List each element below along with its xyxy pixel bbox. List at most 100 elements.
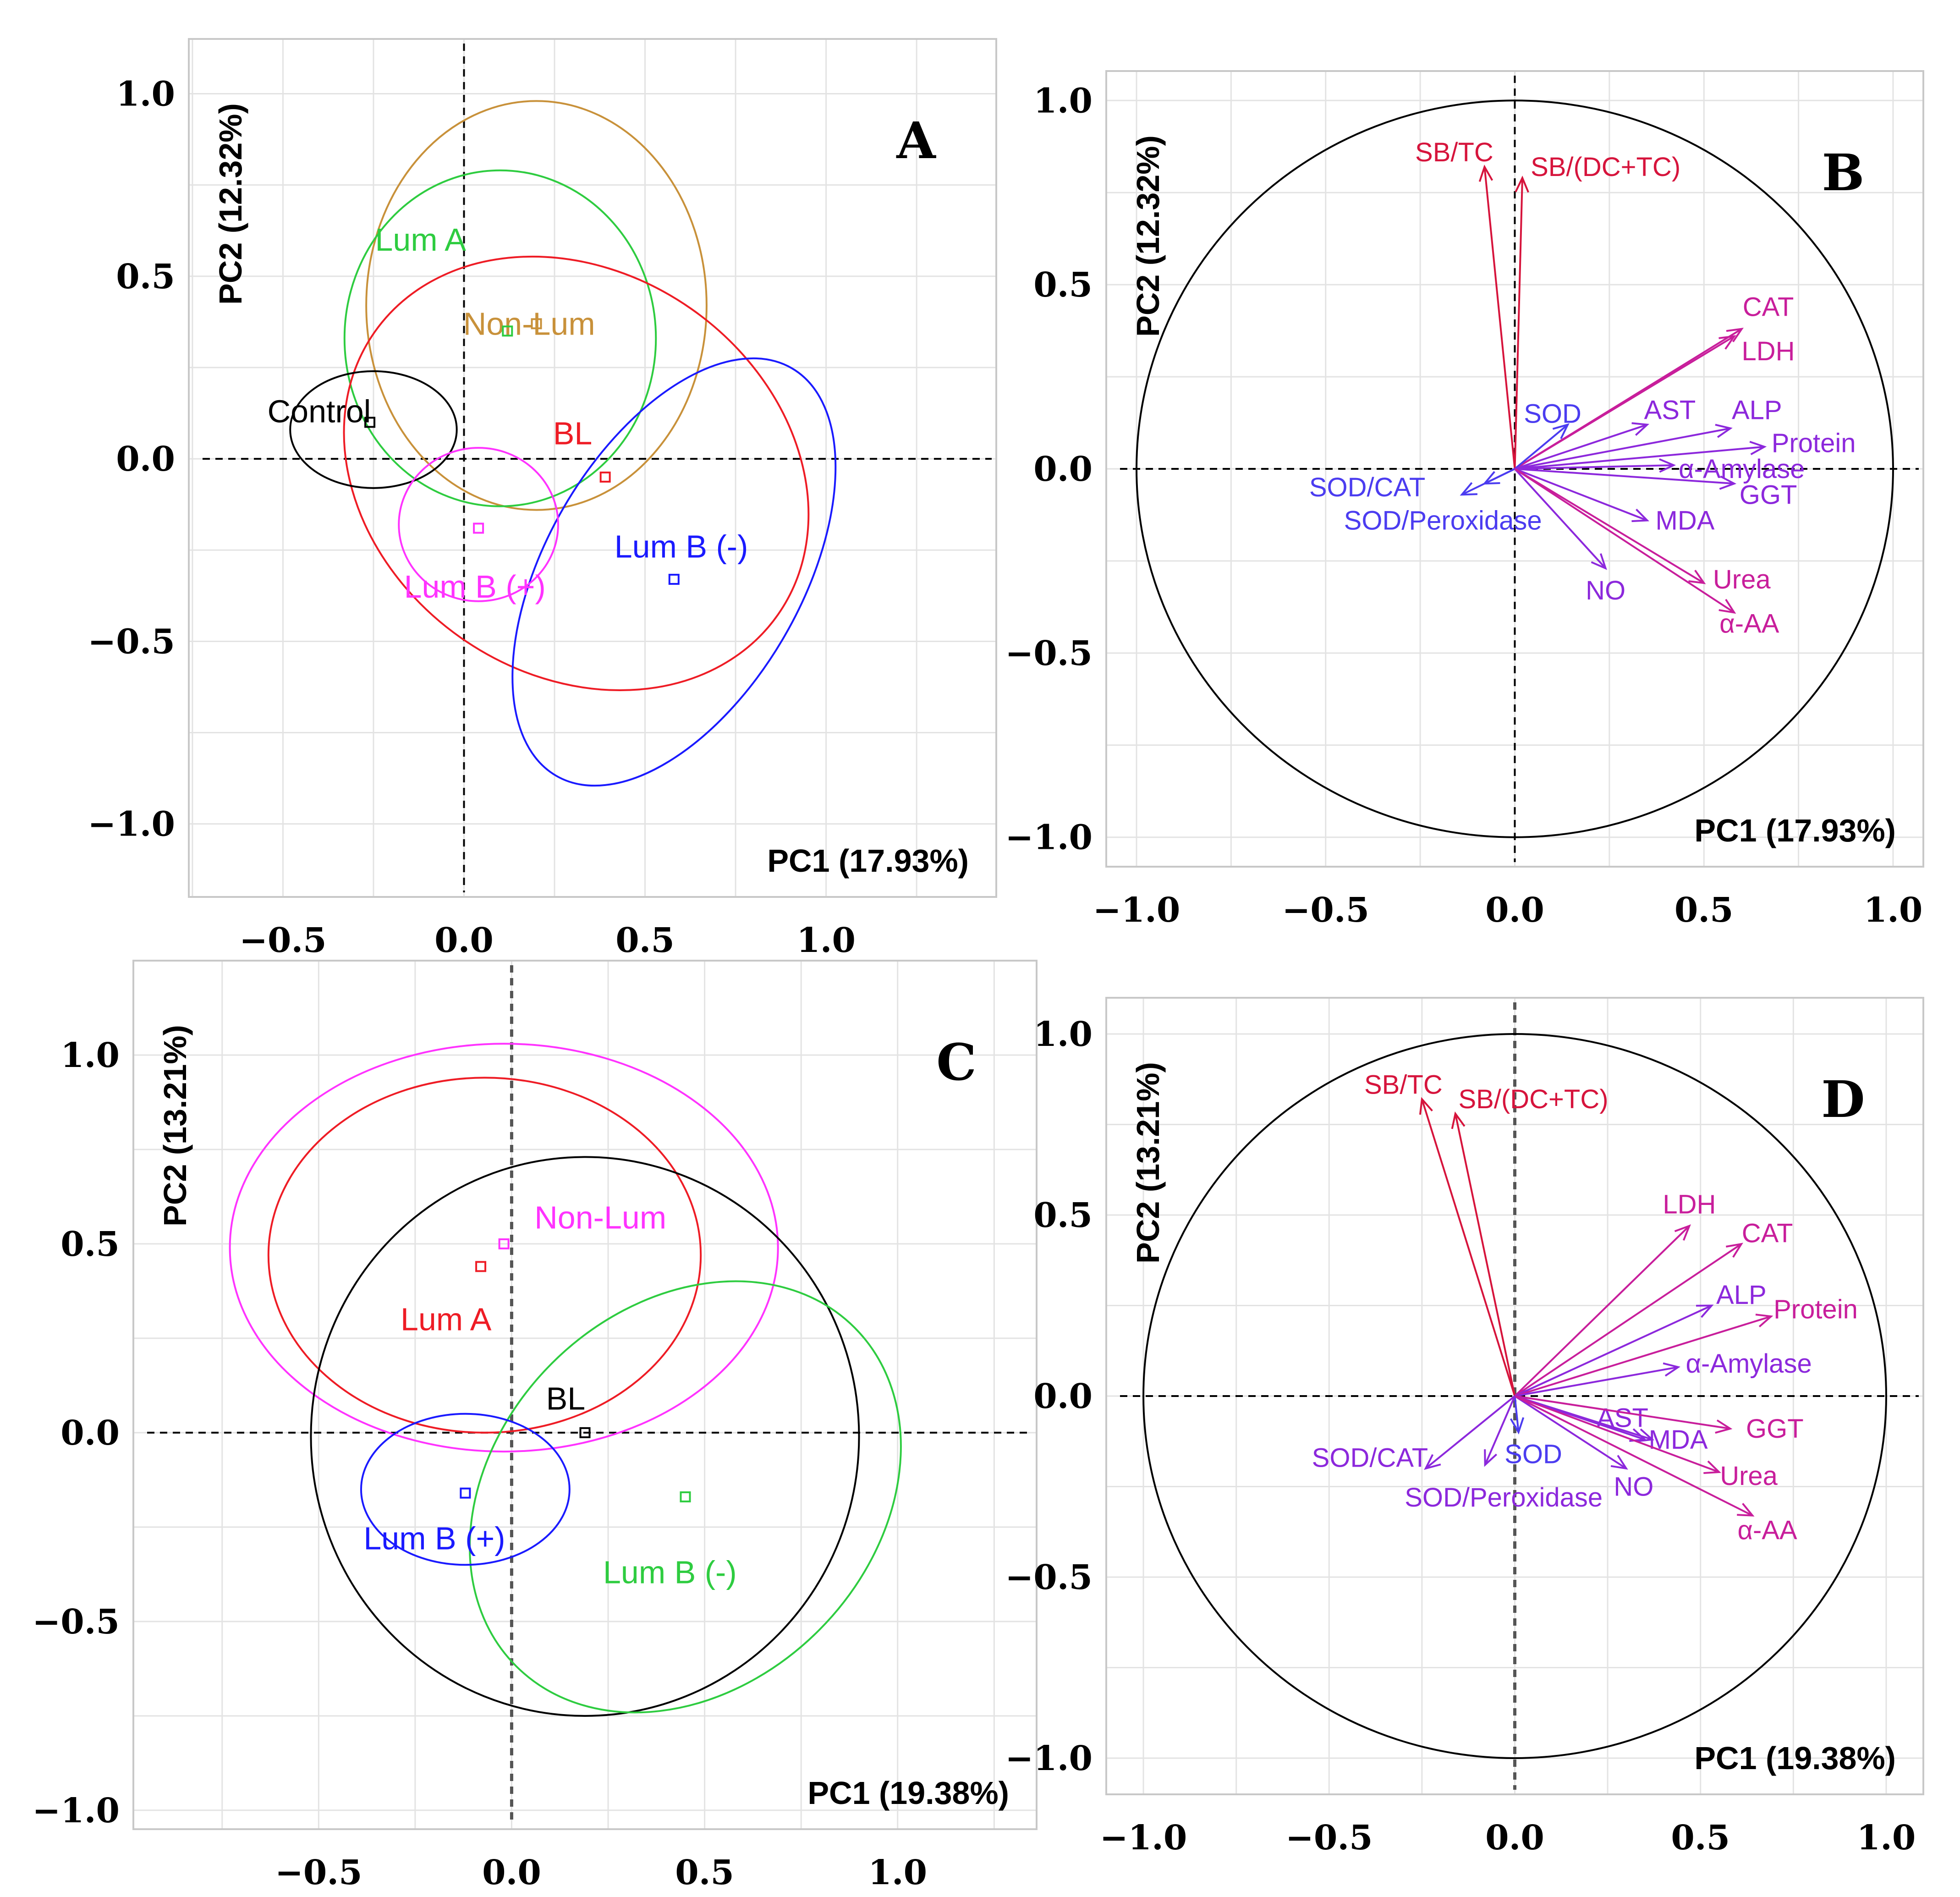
loading-arrow-head <box>1755 1314 1773 1328</box>
confidence-ellipse <box>343 169 657 507</box>
variable-label: Protein <box>1773 1294 1858 1324</box>
variable-label: NO <box>1614 1472 1653 1502</box>
x-tick-label: −1.0 <box>1093 891 1180 930</box>
y-tick-label: 0.0 <box>60 1413 120 1453</box>
loading-arrow-head <box>1715 1419 1733 1434</box>
loading-arrow-head <box>1552 423 1570 439</box>
confidence-ellipse <box>469 1280 902 1714</box>
x-tick-label: −0.5 <box>239 921 327 960</box>
x-tick-label: 0.0 <box>1485 1818 1544 1858</box>
variable-label: AST <box>1644 395 1696 425</box>
loading-arrow-head <box>1726 1243 1743 1258</box>
y-tick-label: 1.0 <box>1033 1015 1093 1054</box>
variable-label: ALP <box>1732 395 1782 425</box>
confidence-ellipse <box>310 1156 860 1717</box>
y-tick-label: −1.0 <box>88 805 175 844</box>
loading-arrow <box>1514 335 1735 470</box>
x-tick-label: 0.0 <box>482 1853 541 1892</box>
confidence-ellipse <box>398 447 559 602</box>
y-tick-label: 0.5 <box>116 257 175 297</box>
x-axis-label: PC1 (19.38%) <box>807 1775 1009 1811</box>
x-tick-label: 1.0 <box>868 1853 927 1892</box>
variable-label: α-AA <box>1737 1515 1797 1545</box>
y-tick-label: −0.5 <box>88 622 175 661</box>
correlation-circle-group: SB/TC SB/(DC+TC) LDH CAT ALP Protein α-Amylase… <box>1142 1033 1887 1759</box>
group-centroid-point <box>579 1427 591 1438</box>
group-label: Lum B (+) <box>404 569 546 605</box>
y-tick-label: −1.0 <box>1005 818 1093 858</box>
x-tick-label: 0.5 <box>1671 1818 1730 1858</box>
confidence-ellipse <box>343 255 810 692</box>
x-tick-label: 1.0 <box>1864 891 1923 930</box>
loading-arrow-head <box>1659 458 1676 473</box>
variable-label: Protein <box>1772 429 1856 458</box>
loading-arrow-head <box>1419 1097 1433 1115</box>
group-label: Non-Lum <box>463 306 595 341</box>
group-centroid-point <box>502 325 513 337</box>
panel-c: Non-Lum Lum A BL Lum B (-) Lum B (+) −0.5 0.0 0… <box>32 960 1038 1892</box>
loading-arrow-head <box>1610 1455 1628 1470</box>
y-axis-label: PC2 (12.32%) <box>1130 135 1166 337</box>
loading-arrow-head <box>1482 471 1500 485</box>
y-tick-label: 0.5 <box>1033 265 1093 305</box>
y-axis-label: PC2 (13.21%) <box>1130 1062 1166 1264</box>
loading-arrow-head <box>1484 1449 1498 1467</box>
x-axis-label: PC1 (19.38%) <box>1694 1740 1896 1776</box>
group-label: Lum B (-) <box>615 528 748 564</box>
plot-frame <box>1105 997 1924 1795</box>
variable-label: SOD <box>1504 1439 1562 1469</box>
plot-frame <box>188 38 997 898</box>
plot-frame <box>1105 70 1924 868</box>
group-centroid-point <box>364 417 376 428</box>
loading-arrow <box>1515 468 1735 485</box>
y-tick-label: 0.5 <box>1033 1196 1093 1235</box>
group-label: Lum B (-) <box>603 1555 737 1590</box>
loading-arrow <box>1514 1243 1742 1397</box>
x-tick-label: −0.5 <box>1282 891 1369 930</box>
panel-d: SB/TC SB/(DC+TC) LDH CAT ALP Protein α-Amylase… <box>1005 997 1924 1858</box>
confidence-ellipse <box>360 1413 571 1566</box>
loading-arrow <box>1514 1395 1627 1469</box>
loading-arrow <box>1515 1366 1679 1397</box>
loading-arrow <box>1515 427 1731 470</box>
variable-label: NO <box>1586 576 1625 605</box>
y-axis-label: PC2 (12.32%) <box>213 103 248 305</box>
plot-area: SB/TC SB/(DC+TC) LDH CAT ALP Protein α-Amylase… <box>1105 997 1924 1795</box>
loading-arrow <box>1514 424 1569 470</box>
variable-label: α-Amylase <box>1679 454 1805 484</box>
variable-label: ALP <box>1716 1280 1767 1310</box>
loading-arrow <box>1425 1395 1515 1469</box>
loading-arrow <box>1514 1304 1712 1397</box>
variable-label: SOD/Peroxidase <box>1405 1483 1603 1512</box>
variable-label: GGT <box>1746 1414 1804 1444</box>
y-tick-label: 1.0 <box>116 74 175 114</box>
panel-letter: A <box>896 111 936 170</box>
loading-arrow-head <box>1515 176 1529 193</box>
y-tick-label: 0.0 <box>1033 450 1093 489</box>
score-marks: Non-Lum Lum A BL Control Lum B (-) Lum B (+) <box>268 100 837 787</box>
loading-arrow-head <box>1737 1503 1755 1517</box>
loading-arrow-head <box>1718 599 1736 614</box>
panel-a: Non-Lum Lum A BL Control Lum B (-) Lum B (+) −… <box>88 38 997 960</box>
variable-label: SOD/Peroxidase <box>1344 506 1542 536</box>
y-tick-label: −1.0 <box>32 1791 120 1831</box>
y-tick-label: −0.5 <box>1005 634 1093 673</box>
confidence-ellipse <box>267 1077 702 1434</box>
loading-arrow-head <box>1719 475 1737 490</box>
y-tick-label: 1.0 <box>1033 81 1093 121</box>
loading-arrow <box>1484 1396 1516 1465</box>
plot-frame <box>132 960 1038 1830</box>
loading-arrow-head <box>1636 1428 1655 1442</box>
confidence-ellipse <box>289 370 458 489</box>
y-tick-label: −1.0 <box>1005 1739 1093 1778</box>
variable-label: GGT <box>1740 480 1797 510</box>
variable-label: α-Amylase <box>1685 1349 1812 1379</box>
loading-arrow <box>1514 423 1648 470</box>
loading-arrow <box>1454 1113 1516 1397</box>
confidence-ellipse <box>229 1043 779 1453</box>
x-tick-label: 0.5 <box>1675 891 1734 930</box>
y-tick-label: 0.0 <box>1033 1377 1093 1416</box>
